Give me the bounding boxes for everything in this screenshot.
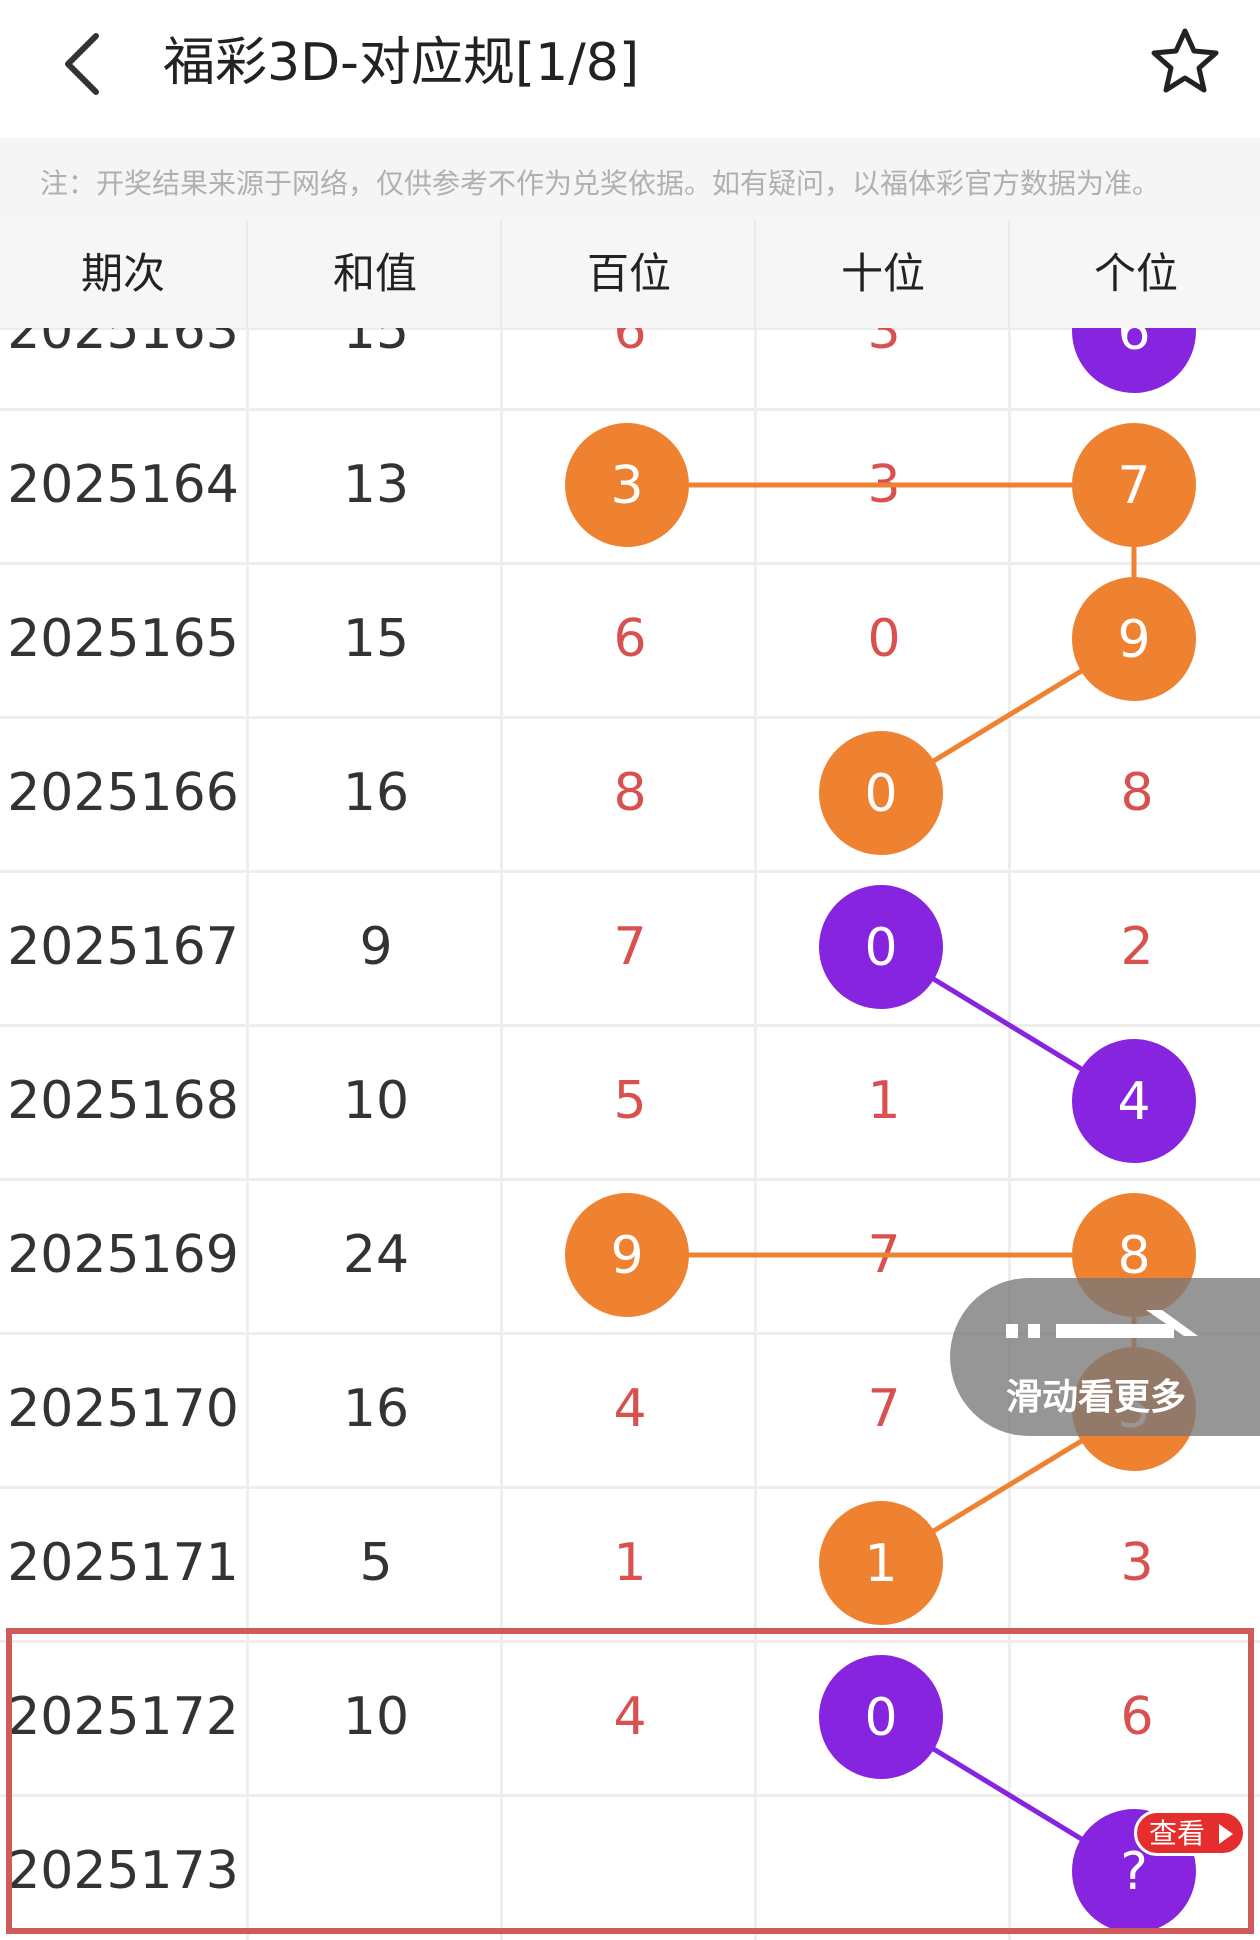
period-cell: 2025173 [7,1841,239,1901]
table-row: 20251715113 [0,1486,1260,1643]
digit-marker-label: 0 [864,764,897,824]
disclaimer-text: 注：开奖结果来源于网络，仅供参考不作为兑奖依据。如有疑问，以福体彩官方数据为准。 [40,167,1161,200]
period-cell: 2025166 [7,763,239,823]
period-cell: 2025167 [7,917,239,977]
digit-marker-label: 8 [1117,1226,1150,1286]
page-title: 福彩3D-对应规[1/8] [163,33,640,93]
digit-marker-label: 4 [1117,1072,1150,1132]
digit-marker-label: 9 [610,1226,643,1286]
swipe-arrow-icon [1006,1310,1198,1338]
hundreds-cell: 4 [500,1332,757,1486]
column-header-tens: 十位 [754,220,1010,328]
period-cell: 2025165 [7,609,239,669]
units-cell: 3 [1008,1486,1260,1640]
sum-cell: 16 [246,1332,503,1486]
table-row: 2025173? [0,1794,1260,1940]
digit-marker-label: 0 [864,1688,897,1748]
period-cell: 2025163 [7,328,239,361]
table-header: 期次 和值 百位 十位 个位 [0,220,1260,330]
column-header-sum: 和值 [246,220,502,328]
digit-marker-circle [565,423,689,547]
digit-marker: 1 [819,1501,943,1625]
sum-cell: 5 [246,1486,503,1640]
column-header-units: 个位 [1008,220,1260,328]
digit-marker: 0 [819,731,943,855]
tens-cell: 7 [754,1332,1011,1486]
digit-marker-circle [1072,577,1196,701]
digit-marker: 6 [1072,328,1196,393]
top-bar: 福彩3D-对应规[1/8] [0,0,1260,138]
tens-cell: 3 [754,328,1011,408]
swipe-more-hint[interactable]: 滑动看更多 [950,1278,1260,1436]
units-cell: 6 [1008,1640,1260,1794]
pattern-overlay: 637900498510? [565,328,1196,1933]
digit-marker: 0 [819,1655,943,1779]
view-badge-label: 查看 [1149,1817,1206,1850]
hundreds-cell: 1 [500,1486,757,1640]
hundreds-cell: 6 [500,562,757,716]
tens-cell [754,1794,1011,1940]
disclaimer-banner: 注：开奖结果来源于网络，仅供参考不作为兑奖依据。如有疑问，以福体彩官方数据为准。 [0,138,1260,220]
view-badge[interactable]: 查看 [1134,1810,1246,1856]
units-cell: 2 [1008,870,1260,1024]
tens-cell: 1 [754,1024,1011,1178]
digit-marker-label: 6 [1117,328,1150,362]
swipe-more-label: 滑动看更多 [1006,1377,1187,1418]
units-cell: 8 [1008,716,1260,870]
period-cell: 2025172 [7,1687,239,1747]
digit-marker-label: 3 [610,456,643,516]
sum-cell: 15 [246,328,503,408]
sum-cell [246,1794,503,1940]
digit-marker-label: 7 [1117,456,1150,516]
period-cell: 2025168 [7,1071,239,1131]
digit-marker: 3 [565,423,689,547]
sum-cell: 15 [246,562,503,716]
digit-marker: 0 [819,885,943,1009]
period-cell: 2025170 [7,1379,239,1439]
sum-cell: 16 [246,716,503,870]
tens-cell: 0 [754,562,1011,716]
sum-cell: 9 [246,870,503,1024]
star-outline-icon[interactable] [1150,26,1220,96]
digit-marker-circle [819,1655,943,1779]
period-cell: 2025164 [7,455,239,515]
digit-marker-label: 0 [864,918,897,978]
digit-marker-circle [819,731,943,855]
draw-results-table[interactable]: 2025163156362025164133372025165156092025… [0,328,1260,1940]
digit-marker-label: 1 [864,1534,897,1594]
digit-marker-circle [819,1501,943,1625]
digit-marker: 9 [565,1193,689,1317]
sum-cell: 10 [246,1640,503,1794]
period-cell: 2025169 [7,1225,239,1285]
digit-marker: 4 [1072,1039,1196,1163]
sum-cell: 10 [246,1024,503,1178]
digit-marker-circle [565,1193,689,1317]
chevron-left-icon[interactable] [52,24,122,104]
hundreds-cell: 8 [500,716,757,870]
digit-marker: 7 [1072,423,1196,547]
period-cell: 2025171 [7,1533,239,1593]
column-header-period: 期次 [80,249,165,298]
hundreds-cell: 5 [500,1024,757,1178]
hundreds-cell: 6 [500,328,757,408]
hundreds-cell: 4 [500,1640,757,1794]
sum-cell: 24 [246,1178,503,1332]
digit-marker-circle [1072,1039,1196,1163]
digit-marker: 9 [1072,577,1196,701]
column-header-hundreds: 百位 [500,220,756,328]
hundreds-cell [500,1794,757,1940]
digit-marker-circle [1072,328,1196,393]
digit-marker-label: 9 [1117,610,1150,670]
sum-cell: 13 [246,408,503,562]
hundreds-cell: 7 [500,870,757,1024]
digit-marker-circle [1072,423,1196,547]
digit-marker-circle [819,885,943,1009]
play-triangle-icon [1219,1824,1233,1844]
